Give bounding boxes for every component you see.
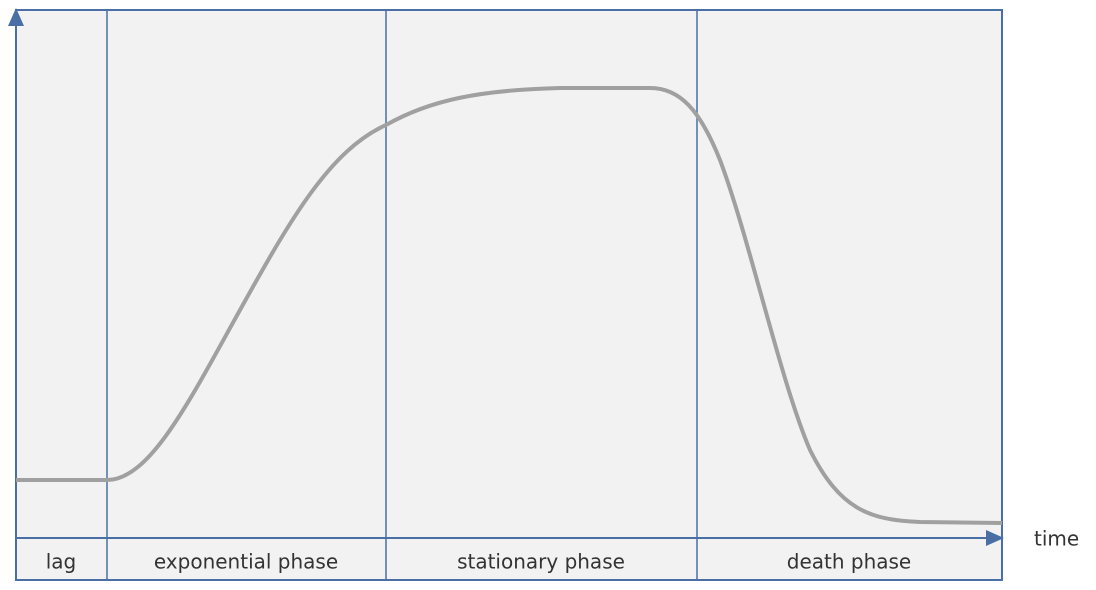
- phase-label: death phase: [787, 550, 911, 574]
- phase-label: stationary phase: [457, 550, 625, 574]
- growth-curve: [16, 86, 1003, 525]
- y-axis-arrow: [8, 8, 24, 26]
- phase-label: lag: [46, 550, 77, 574]
- diagram-frame: [15, 9, 1003, 581]
- x-axis-arrow: [986, 530, 1004, 546]
- phase-label: exponential phase: [154, 550, 338, 574]
- axis-label: time: [1034, 527, 1079, 551]
